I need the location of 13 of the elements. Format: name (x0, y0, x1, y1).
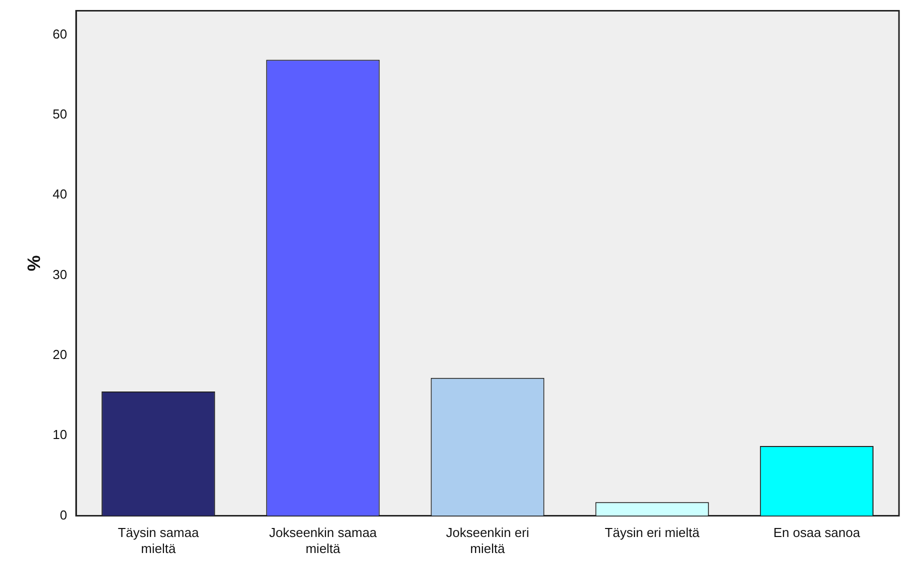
y-tick-label: 20 (52, 347, 68, 362)
y-tick-label: 0 (60, 507, 68, 522)
y-tick-label: 60 (52, 26, 68, 42)
x-tick-label: Täysin samaa mieltä (118, 525, 200, 556)
x-tick-label: En osaa sanoa (773, 525, 861, 540)
y-axis-title: % (24, 255, 44, 272)
y-tick-label: 40 (52, 186, 68, 202)
y-tick-label: 30 (52, 266, 68, 282)
y-tick-label: 10 (52, 427, 68, 442)
x-tick-label: Jokseenkin eri mieltä (446, 525, 530, 556)
y-tick-label: 50 (52, 106, 68, 122)
x-tick-label: Täysin eri mieltä (604, 525, 700, 540)
x-tick-label: Jokseenkin samaa mieltä (269, 525, 378, 556)
